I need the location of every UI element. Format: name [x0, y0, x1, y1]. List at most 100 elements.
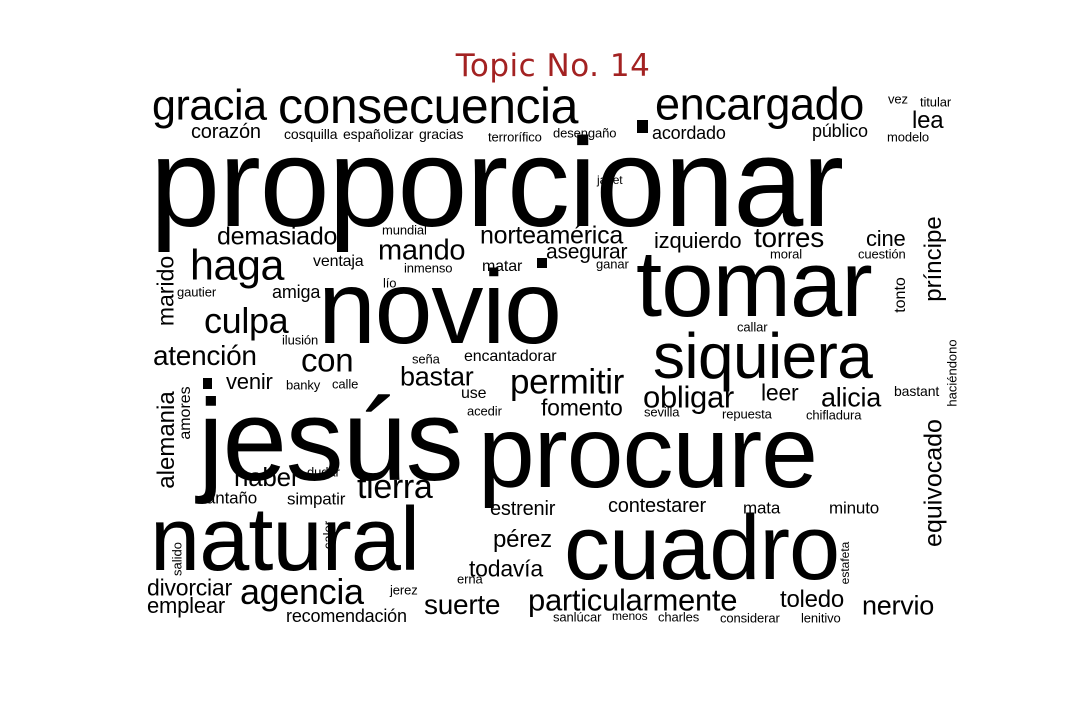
cloud-word: jesús [198, 375, 464, 505]
cloud-word: todavía [469, 555, 543, 582]
cloud-word: bastar [400, 361, 474, 392]
cloud-word: tonto [892, 277, 909, 313]
cloud-word: acordado [652, 123, 726, 143]
cloud-word: sevilla [644, 404, 680, 420]
cloud-word: seña [412, 351, 440, 367]
cloud-word: contestarer [608, 495, 706, 517]
cloud-word: dudar [307, 464, 340, 480]
cloud-word: mata [743, 498, 781, 518]
cloud-word: calle [332, 376, 359, 392]
cloud-word: inmenso [404, 260, 453, 276]
cloud-word: antaño [206, 488, 258, 508]
cloud-word: erna [457, 571, 483, 587]
cloud-word: amiga [272, 282, 321, 302]
glyph-fragment [203, 378, 212, 389]
cloud-word: sanlúcar [553, 609, 602, 625]
cloud-word: demasiado [217, 222, 338, 251]
cloud-word: natural [150, 490, 420, 590]
cloud-word: terrorífico [488, 129, 542, 145]
cloud-word: lío [383, 275, 397, 291]
cloud-word: asegurar [546, 240, 628, 264]
cloud-word: españolizar [343, 126, 414, 142]
cloud-word: modelo [887, 129, 930, 145]
cloud-word: permitir [510, 362, 624, 402]
cloud-word: divorciar [147, 574, 232, 601]
cloud-word: proporcionar [150, 112, 844, 253]
cloud-word: gracias [419, 126, 464, 142]
cloud-word: ventaja [313, 253, 364, 270]
cloud-word: suerte [424, 589, 501, 620]
cloud-word: menos [612, 609, 648, 623]
cloud-word: amores [177, 386, 194, 440]
cloud-word: izquierdo [654, 228, 742, 253]
cloud-word: chifladura [806, 407, 862, 423]
cloud-word: gautier [177, 284, 217, 300]
cloud-word: novio [318, 250, 562, 366]
cloud-word: callar [737, 319, 768, 335]
cloud-word: cuadro [564, 497, 840, 599]
cloud-word: atención [153, 340, 257, 371]
cloud-word: estrenir [490, 498, 556, 520]
cloud-word: príncipe [920, 216, 947, 302]
cloud-word: público [812, 121, 868, 141]
cloud-word: corazón [191, 121, 261, 143]
cloud-word: haciéndono [944, 339, 960, 407]
cloud-word: haber [234, 462, 300, 492]
cloud-word: nervio [862, 590, 934, 621]
cloud-word: banky [286, 377, 321, 393]
cloud-word: culpa [204, 300, 289, 341]
cloud-word: mando [378, 234, 466, 267]
cloud-word: marido [152, 255, 179, 327]
cloud-word: venir [226, 369, 273, 394]
cloud-word: alemania [153, 391, 180, 489]
cloud-word: alicia [821, 382, 881, 413]
cloud-word: salido [169, 542, 185, 576]
cloud-word: encargado [655, 78, 864, 130]
cloud-word: fomento [541, 394, 623, 421]
cloud-word: simpatir [287, 489, 346, 509]
cloud-word: use [461, 385, 487, 402]
cloud-word: consecuencia [278, 78, 579, 134]
cloud-word: tierra [357, 468, 433, 506]
cloud-word: encantadorar [464, 348, 557, 365]
glyph-fragment [537, 258, 547, 268]
cloud-word: toledo [780, 586, 845, 613]
cloud-word: procure [478, 395, 818, 509]
cloud-word: vez [888, 91, 908, 107]
cloud-word: lenitivo [801, 610, 841, 626]
cloud-word: emplear [147, 593, 226, 618]
cloud-word: calor [320, 520, 336, 550]
cloud-word: con [301, 341, 354, 379]
cloud-word: janet [597, 173, 623, 187]
cloud-word: ilusión [282, 332, 319, 348]
cloud-word: leer [761, 379, 799, 406]
cloud-word: agencia [240, 571, 364, 612]
cloud-word: jerez [390, 582, 418, 598]
cloud-word: gracia [152, 81, 267, 130]
cloud-word: acedir [467, 403, 502, 419]
cloud-word: recomendación [286, 606, 407, 626]
cloud-word: torres [754, 222, 824, 253]
cloud-word: cuestión [858, 246, 906, 262]
cloud-word: titular [920, 94, 952, 110]
cloud-word: ganar [596, 256, 629, 272]
cloud-word: equivocado [919, 419, 948, 547]
cloud-word: bastant [894, 383, 940, 399]
cloud-word: particularmente [528, 582, 738, 618]
cloud-word: obligar [643, 379, 734, 415]
glyph-fragment [637, 120, 648, 133]
cloud-word: charles [658, 609, 700, 625]
cloud-word: tomar [636, 231, 873, 336]
cloud-word: repuesta [722, 406, 772, 422]
cloud-word: lea [912, 107, 944, 134]
cloud-word: pérez [493, 526, 552, 553]
cloud-word: cosquilla [284, 126, 338, 142]
page-title: Topic No. 14 [455, 48, 651, 84]
cloud-word: considerar [720, 610, 780, 626]
cloud-word: mundial [382, 222, 427, 238]
cloud-word: haga [190, 241, 285, 290]
cloud-word: minuto [829, 498, 880, 518]
cloud-word: desengaño [553, 125, 617, 141]
